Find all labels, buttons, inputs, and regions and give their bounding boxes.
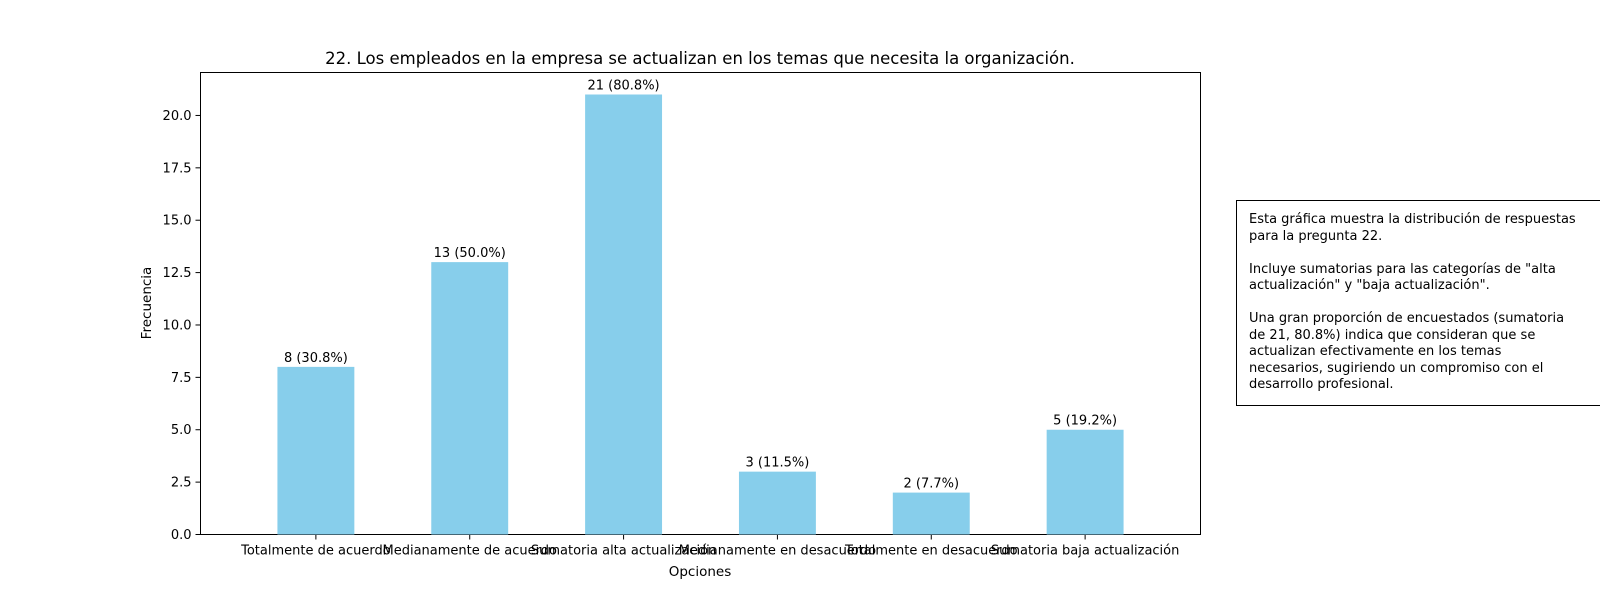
note-line <box>1249 295 1600 312</box>
y-tick-label: 5.0 <box>171 423 192 438</box>
y-axis-label: Frecuencia <box>139 267 155 340</box>
bar <box>738 471 816 535</box>
bar-value-label: 8 (30.8%) <box>284 351 348 366</box>
bars <box>277 94 1124 535</box>
note-line: desarrollo profesional. <box>1249 377 1394 392</box>
note-line: Esta gráfica muestra la distribución de … <box>1249 212 1576 227</box>
bar <box>1046 429 1124 535</box>
note-line: Una gran proporción de encuestados (suma… <box>1249 311 1565 326</box>
chart-title: 22. Los empleados en la empresa se actua… <box>325 49 1075 68</box>
bar <box>431 262 509 535</box>
y-tick-label: 0.0 <box>171 528 192 543</box>
x-tick-label: Totalmente en desacuerdo <box>844 544 1018 559</box>
bar-value-label: 5 (19.2%) <box>1053 414 1117 429</box>
y-tick-label: 15.0 <box>163 214 192 229</box>
note-line: Incluye sumatorias para las categorías d… <box>1249 261 1556 277</box>
x-tick-label: Medianamente en desacuerdo <box>679 544 876 559</box>
plot-area-frame <box>200 72 1201 535</box>
note-line: de 21, 80.8%) indica que consideran que … <box>1249 327 1536 343</box>
note-line: para la pregunta 22. <box>1249 228 1383 244</box>
bar-value-label: 13 (50.0%) <box>434 246 506 261</box>
x-tick-label: Sumatoria baja actualización <box>991 544 1180 559</box>
bar-value-label: 3 (11.5%) <box>745 456 809 471</box>
y-tick-label: 10.0 <box>163 318 192 333</box>
bar-value-label: 2 (7.7%) <box>903 477 959 492</box>
y-tick-label: 2.5 <box>171 476 192 491</box>
x-tick-label: Sumatoria alta actualización <box>531 544 716 559</box>
note-line <box>1249 245 1600 262</box>
note-line: necesarios, sugiriendo un compromiso con… <box>1249 360 1544 376</box>
note-line: actualizan efectivamente en los temas <box>1249 344 1502 359</box>
annotation-box: Esta gráfica muestra la distribución de … <box>1236 200 1600 406</box>
y-tick-label: 7.5 <box>171 371 192 386</box>
bar-value-labels: 8 (30.8%) 13 (50.0%) 21 (80.8%) 3 (11.5%) 2 … <box>284 79 1117 492</box>
x-axis-label: Opciones <box>669 564 732 580</box>
y-tick-label: 17.5 <box>163 161 192 176</box>
x-tick-label: Medianamente de acuerdo <box>383 544 557 559</box>
bar <box>277 366 355 535</box>
y-axis: 0.0 2.5 5.0 7.5 10.0 12.5 15.0 17.5 20.0 <box>163 109 201 543</box>
bar <box>892 492 970 535</box>
bar-value-label: 21 (80.8%) <box>588 79 660 94</box>
note-line: actualización" y "baja actualización". <box>1249 278 1490 293</box>
y-tick-label: 20.0 <box>163 109 192 124</box>
y-tick-label: 12.5 <box>163 266 192 281</box>
bar <box>585 94 663 535</box>
x-tick-label: Totalmente de acuerdo <box>240 544 391 559</box>
